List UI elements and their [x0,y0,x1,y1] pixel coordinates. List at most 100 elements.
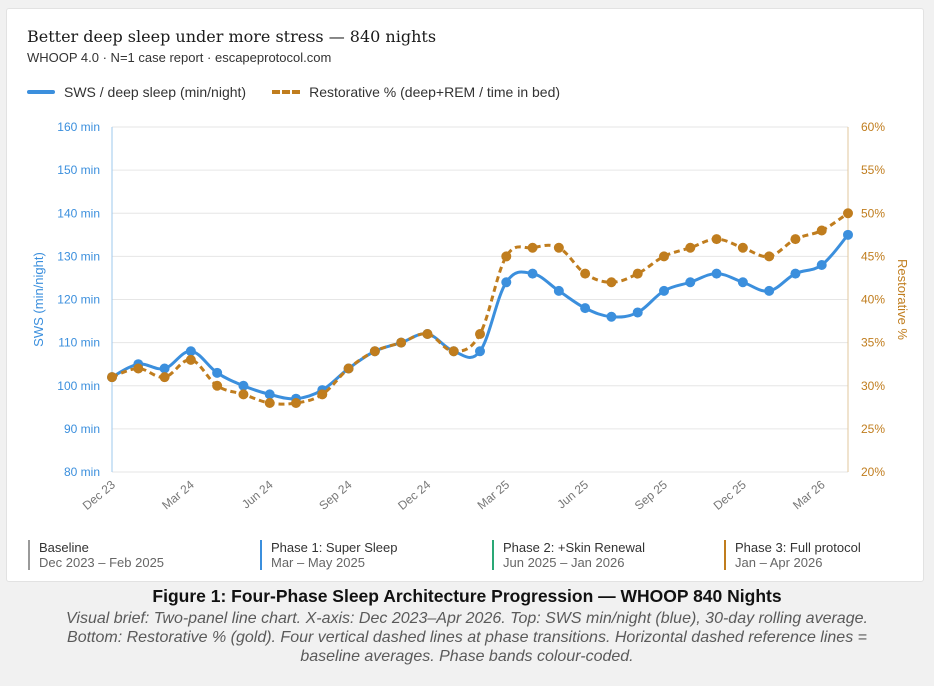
y-left-tick-label: 160 min [57,120,100,134]
phase-dates: Dec 2023 – Feb 2025 [39,555,165,570]
restorative-point [527,242,538,253]
chart-title: Better deep sleep under more stress — 84… [27,27,437,46]
restorative-point [317,389,328,400]
sws-point [711,268,722,279]
y-right-tick-label: 45% [861,249,885,263]
restorative-point [685,242,696,253]
sws-point [527,268,538,279]
phase-baseline: Baseline Dec 2023 – Feb 2025 [28,540,260,570]
y-left-tick-label: 130 min [57,249,100,263]
sws-point [553,285,564,296]
x-tick-label: Mar 24 [159,477,197,512]
y-left-axis-title: SWS (min/night) [31,252,46,347]
sws-point [185,346,196,357]
sws-point [816,260,827,270]
phase-name: Phase 3: Full protocol [735,540,861,555]
restorative-point [291,398,301,408]
restorative-point [501,251,512,262]
restorative-point [843,208,853,219]
restorative-point [816,225,827,236]
legend-swatch-restorative [272,90,301,94]
legend-item-restorative[interactable]: Restorative % (deep+REM / time in bed) [272,84,560,100]
sws-point [264,389,275,400]
restorative-point [107,372,117,383]
phase-dates: Mar – May 2025 [271,555,365,570]
x-tick-label: Sep 25 [632,477,670,512]
sws-point [685,277,696,288]
restorative-point [396,337,407,348]
phase-dates: Jun 2025 – Jan 2026 [503,555,625,570]
restorative-point [422,329,433,339]
y-left-tick-label: 140 min [57,206,100,220]
y-right-tick-label: 50% [861,206,885,220]
y-left-tick-label: 90 min [64,422,100,436]
sws-point [737,277,748,288]
x-tick-label: Sep 24 [316,477,354,512]
x-tick-label: Mar 26 [790,477,828,512]
restorative-point [659,251,669,262]
x-tick-label: Jun 24 [239,477,276,511]
legend-label-sws: SWS / deep sleep (min/night) [64,84,247,100]
restorative-point [369,346,380,357]
restorative-point [737,242,748,253]
line-chart: 80 min 90 min 100 min 110 min 120 min 130 min… [31,120,910,513]
y-right-tick-label: 20% [861,465,885,479]
restorative-point [212,380,223,391]
restorative-point [133,363,144,374]
y-left-tick-label: 100 min [57,379,100,393]
y-left-tick-label: 110 min [58,336,100,350]
y-right-axis-title: Restorative % [895,259,910,340]
restorative-point [475,329,485,339]
restorative-point [606,277,617,288]
phase-name: Phase 2: +Skin Renewal [503,540,646,555]
restorative-point [238,389,249,400]
phase-legend: Baseline Dec 2023 – Feb 2025 Phase 1: Su… [28,540,934,570]
restorative-point [159,372,170,383]
sws-point [659,285,669,296]
y-left-tick-label: 120 min [57,293,100,307]
legend-label-restorative: Restorative % (deep+REM / time in bed) [309,84,561,100]
sws-point [212,367,223,378]
sws-point [475,346,485,357]
y-right-tick-label: 25% [861,422,885,436]
y-right-tick-label: 55% [861,163,885,177]
restorative-point [764,251,775,262]
restorative-point [343,363,354,374]
restorative-point [790,234,801,245]
phase-name: Phase 1: Super Sleep [271,540,398,555]
legend-item-sws[interactable]: SWS / deep sleep (min/night) [27,84,246,100]
phase-2: Phase 2: +Skin Renewal Jun 2025 – Jan 20… [492,540,724,570]
y-left-tick-label: 150 min [57,163,100,177]
y-right-tick-label: 35% [861,336,885,350]
restorative-point [632,268,643,279]
x-tick-label: Dec 25 [711,477,749,512]
y-left-tick-label: 80 min [64,465,100,479]
legend-swatch-sws [27,90,55,94]
phase-dates: Jan – Apr 2026 [735,555,823,570]
sws-point [790,268,801,279]
y-right-tick-label: 60% [861,120,885,134]
x-tick-label: Dec 24 [395,477,433,512]
sws-series-line [111,233,850,401]
visual-brief: Visual brief: Two-panel line chart. X-ax… [66,610,868,665]
sws-point [501,277,512,288]
chart-subtitle: WHOOP 4.0 · N=1 case report · escapeprot… [27,50,332,65]
restorative-point [185,354,196,365]
restorative-point [580,268,591,279]
x-tick-label: Mar 25 [475,477,513,512]
phase-1: Phase 1: Super Sleep Mar – May 2025 [260,540,492,570]
x-tick-label: Jun 25 [554,477,591,511]
sws-point [606,311,617,322]
restorative-point [553,242,564,253]
sws-point [238,380,249,391]
y-right-tick-label: 30% [861,379,885,393]
sws-point [159,363,170,374]
y-right-tick-label: 40% [861,293,885,307]
phase-3: Phase 3: Full protocol Jan – Apr 2026 [724,540,934,570]
sws-point [580,303,591,314]
x-tick-label: Dec 23 [80,477,118,512]
restorative-point [711,234,722,245]
phase-name: Baseline [39,540,89,555]
figure-caption: Figure 1: Four-Phase Sleep Architecture … [152,586,782,606]
sws-point [764,285,775,296]
